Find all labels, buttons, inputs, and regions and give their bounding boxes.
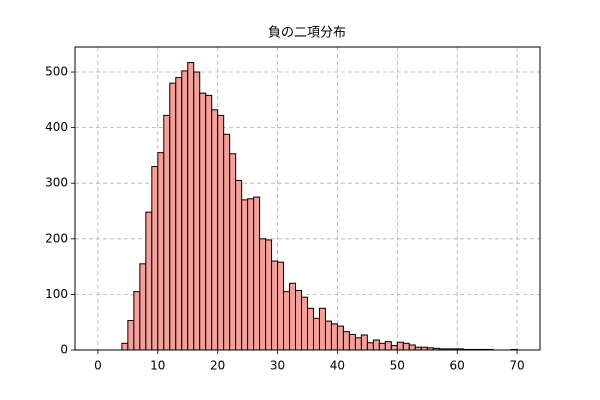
bar: [289, 282, 297, 351]
bar: [408, 344, 416, 351]
x-tick-label: 10: [150, 359, 165, 373]
bar: [307, 307, 314, 351]
x-tick-label: 50: [390, 359, 405, 373]
bar: [145, 211, 153, 351]
bar: [211, 109, 219, 351]
bar: [396, 341, 404, 351]
y-tick-label: 300: [45, 176, 68, 190]
bar: [378, 342, 386, 351]
bar: [259, 238, 267, 351]
bar: [121, 342, 129, 351]
x-tick-label: 70: [509, 359, 524, 373]
bar: [241, 199, 249, 351]
bar: [187, 62, 195, 351]
bar: [330, 323, 338, 351]
bar: [133, 291, 141, 351]
y-tick-label: 100: [45, 287, 68, 301]
bar: [235, 179, 243, 351]
bar: [390, 345, 398, 351]
bar: [139, 263, 147, 351]
bar: [348, 333, 356, 351]
y-tick-label: 0: [60, 343, 68, 357]
bar: [372, 339, 380, 351]
y-tick-label: 400: [45, 120, 68, 134]
bar: [342, 331, 350, 351]
plot-frame: [74, 46, 541, 351]
bar: [163, 114, 171, 351]
bar: [354, 337, 362, 351]
bar: [360, 334, 368, 351]
bar: [384, 341, 392, 351]
bar: [217, 114, 225, 351]
x-tick-label: 20: [210, 359, 225, 373]
bar: [157, 152, 165, 351]
bar: [193, 71, 201, 351]
bar: [277, 261, 285, 351]
x-tick-label: 60: [450, 359, 465, 373]
bar: [324, 320, 332, 351]
bar: [283, 291, 291, 351]
bar: [253, 196, 261, 351]
x-tick-label: 0: [94, 359, 102, 373]
bar: [295, 290, 303, 351]
y-tick-label: 200: [45, 231, 68, 245]
bar: [223, 133, 231, 351]
bar: [175, 77, 183, 351]
bar: [151, 166, 159, 351]
bar: [199, 92, 207, 351]
bar: [181, 70, 189, 351]
bar: [318, 307, 326, 351]
bar: [265, 239, 273, 351]
bar: [169, 82, 177, 351]
x-tick-label: 40: [330, 359, 345, 373]
bar: [366, 342, 374, 351]
bar: [336, 325, 344, 351]
bar: [127, 320, 135, 351]
y-tick-label: 500: [45, 65, 68, 79]
bar: [402, 342, 410, 351]
bar: [312, 317, 320, 351]
chart-title: 負の二項分布: [268, 26, 346, 41]
bar: [271, 260, 279, 351]
x-tick-label: 30: [270, 359, 285, 373]
bar: [205, 94, 213, 351]
bar: [229, 153, 237, 351]
bar: [247, 198, 255, 351]
bar: [301, 296, 308, 351]
